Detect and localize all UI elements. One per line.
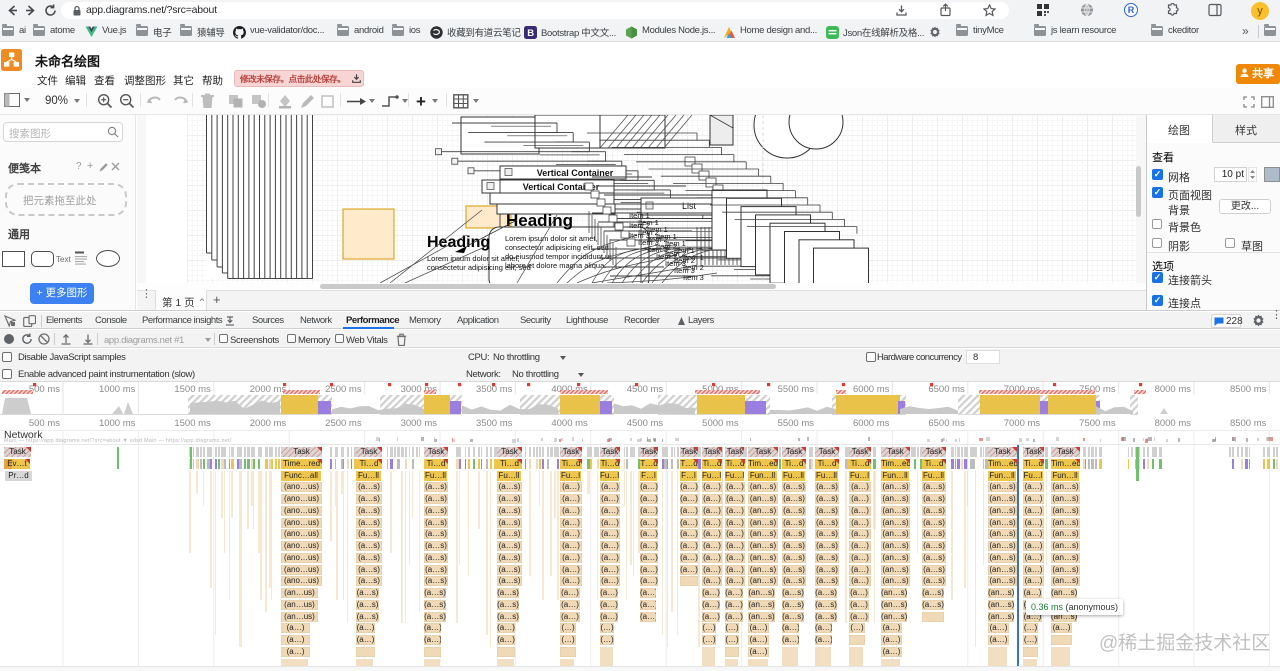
svg-text:Vertical Container: Vertical Container bbox=[537, 168, 614, 178]
svg-text:8000 ms: 8000 ms bbox=[1155, 384, 1192, 395]
svg-text:Item 2: Item 2 bbox=[683, 263, 704, 272]
svg-text:500 ms: 500 ms bbox=[29, 384, 60, 395]
svg-text:Item 3: Item 3 bbox=[656, 252, 677, 261]
svg-text:4000 ms: 4000 ms bbox=[551, 384, 588, 395]
svg-text:3000 ms: 3000 ms bbox=[401, 418, 438, 429]
svg-text:consectetur adipisicing elit,: consectetur adipisicing elit, sed bbox=[505, 243, 609, 252]
svg-text:Item 2: Item 2 bbox=[656, 242, 677, 251]
svg-text:7500 ms: 7500 ms bbox=[1079, 384, 1116, 395]
svg-text:2500 ms: 2500 ms bbox=[325, 418, 362, 429]
svg-text:Item 2: Item 2 bbox=[665, 249, 686, 258]
svg-text:3500 ms: 3500 ms bbox=[476, 418, 513, 429]
svg-text:5000 ms: 5000 ms bbox=[702, 384, 739, 395]
svg-text:Item 2: Item 2 bbox=[629, 221, 650, 230]
svg-text:3000 ms: 3000 ms bbox=[401, 384, 438, 395]
svg-text:Item 3: Item 3 bbox=[638, 238, 659, 247]
svg-text:6500 ms: 6500 ms bbox=[928, 384, 965, 395]
svg-text:Item 3: Item 3 bbox=[629, 231, 650, 240]
svg-text:6000 ms: 6000 ms bbox=[853, 418, 890, 429]
svg-text:1000 ms: 1000 ms bbox=[99, 418, 136, 429]
svg-text:Item 1: Item 1 bbox=[638, 218, 659, 227]
svg-text:7000 ms: 7000 ms bbox=[1004, 418, 1041, 429]
svg-text:2000 ms: 2000 ms bbox=[250, 418, 287, 429]
svg-text:Item 2: Item 2 bbox=[674, 256, 695, 265]
svg-text:Item 1: Item 1 bbox=[647, 225, 668, 234]
svg-text:5500 ms: 5500 ms bbox=[778, 384, 815, 395]
svg-text:6000 ms: 6000 ms bbox=[853, 384, 890, 395]
svg-text:1000 ms: 1000 ms bbox=[99, 384, 136, 395]
svg-text:Item 1: Item 1 bbox=[683, 253, 704, 262]
svg-text:Lorem ipsum dolor sit amet,: Lorem ipsum dolor sit amet, bbox=[505, 234, 598, 243]
svg-text:3500 ms: 3500 ms bbox=[476, 384, 513, 395]
svg-text:B: B bbox=[527, 28, 534, 39]
svg-text:1500 ms: 1500 ms bbox=[174, 384, 211, 395]
svg-text:500 ms: 500 ms bbox=[29, 418, 60, 429]
svg-text:Item 3: Item 3 bbox=[683, 273, 704, 282]
svg-text:Item 3: Item 3 bbox=[674, 266, 695, 275]
svg-text:Item 1: Item 1 bbox=[656, 232, 677, 241]
svg-text:Item 2: Item 2 bbox=[647, 235, 668, 244]
svg-text:Item 1: Item 1 bbox=[629, 211, 650, 220]
svg-text:Item 1: Item 1 bbox=[674, 246, 695, 255]
svg-text:Lorem ipsum dolor sit amet,: Lorem ipsum dolor sit amet, bbox=[427, 254, 520, 263]
svg-text:do eiusmod tempor incididunt u: do eiusmod tempor incididunt ut bbox=[505, 252, 612, 261]
svg-text:labore et dolore magna aliqua.: labore et dolore magna aliqua. bbox=[505, 261, 606, 270]
svg-text:Vertical Container: Vertical Container bbox=[523, 182, 600, 192]
svg-text:1500 ms: 1500 ms bbox=[174, 418, 211, 429]
svg-text:Item 1: Item 1 bbox=[665, 239, 686, 248]
svg-text:4500 ms: 4500 ms bbox=[627, 384, 664, 395]
svg-text:5000 ms: 5000 ms bbox=[702, 418, 739, 429]
svg-text:consectetur adipisicing elit,: consectetur adipisicing elit, sed bbox=[427, 263, 531, 272]
svg-text:7000 ms: 7000 ms bbox=[1004, 384, 1041, 395]
svg-text:5500 ms: 5500 ms bbox=[778, 418, 815, 429]
svg-text:R: R bbox=[1128, 5, 1135, 15]
svg-text:Item 2: Item 2 bbox=[638, 228, 659, 237]
svg-text:8500 ms: 8500 ms bbox=[1230, 418, 1267, 429]
svg-text:Item 3: Item 3 bbox=[665, 259, 686, 268]
svg-text:List: List bbox=[682, 201, 697, 211]
svg-text:2500 ms: 2500 ms bbox=[325, 384, 362, 395]
svg-text:8000 ms: 8000 ms bbox=[1155, 418, 1192, 429]
svg-text:4500 ms: 4500 ms bbox=[627, 418, 664, 429]
svg-text:7500 ms: 7500 ms bbox=[1079, 418, 1116, 429]
svg-text:4000 ms: 4000 ms bbox=[551, 418, 588, 429]
svg-text:8500 ms: 8500 ms bbox=[1230, 384, 1267, 395]
svg-text:Heading: Heading bbox=[427, 234, 490, 251]
svg-text:2000 ms: 2000 ms bbox=[250, 384, 287, 395]
svg-text:6500 ms: 6500 ms bbox=[928, 418, 965, 429]
